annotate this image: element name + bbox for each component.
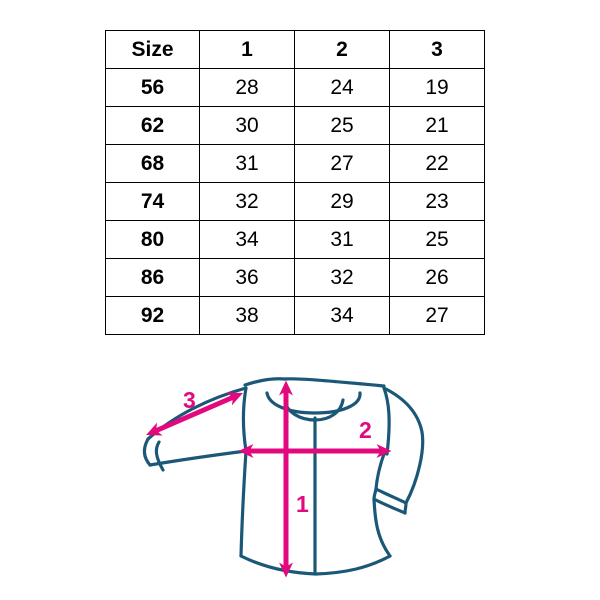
svg-text:1: 1 — [296, 491, 309, 517]
svg-text:2: 2 — [359, 417, 372, 443]
svg-text:3: 3 — [183, 387, 196, 413]
